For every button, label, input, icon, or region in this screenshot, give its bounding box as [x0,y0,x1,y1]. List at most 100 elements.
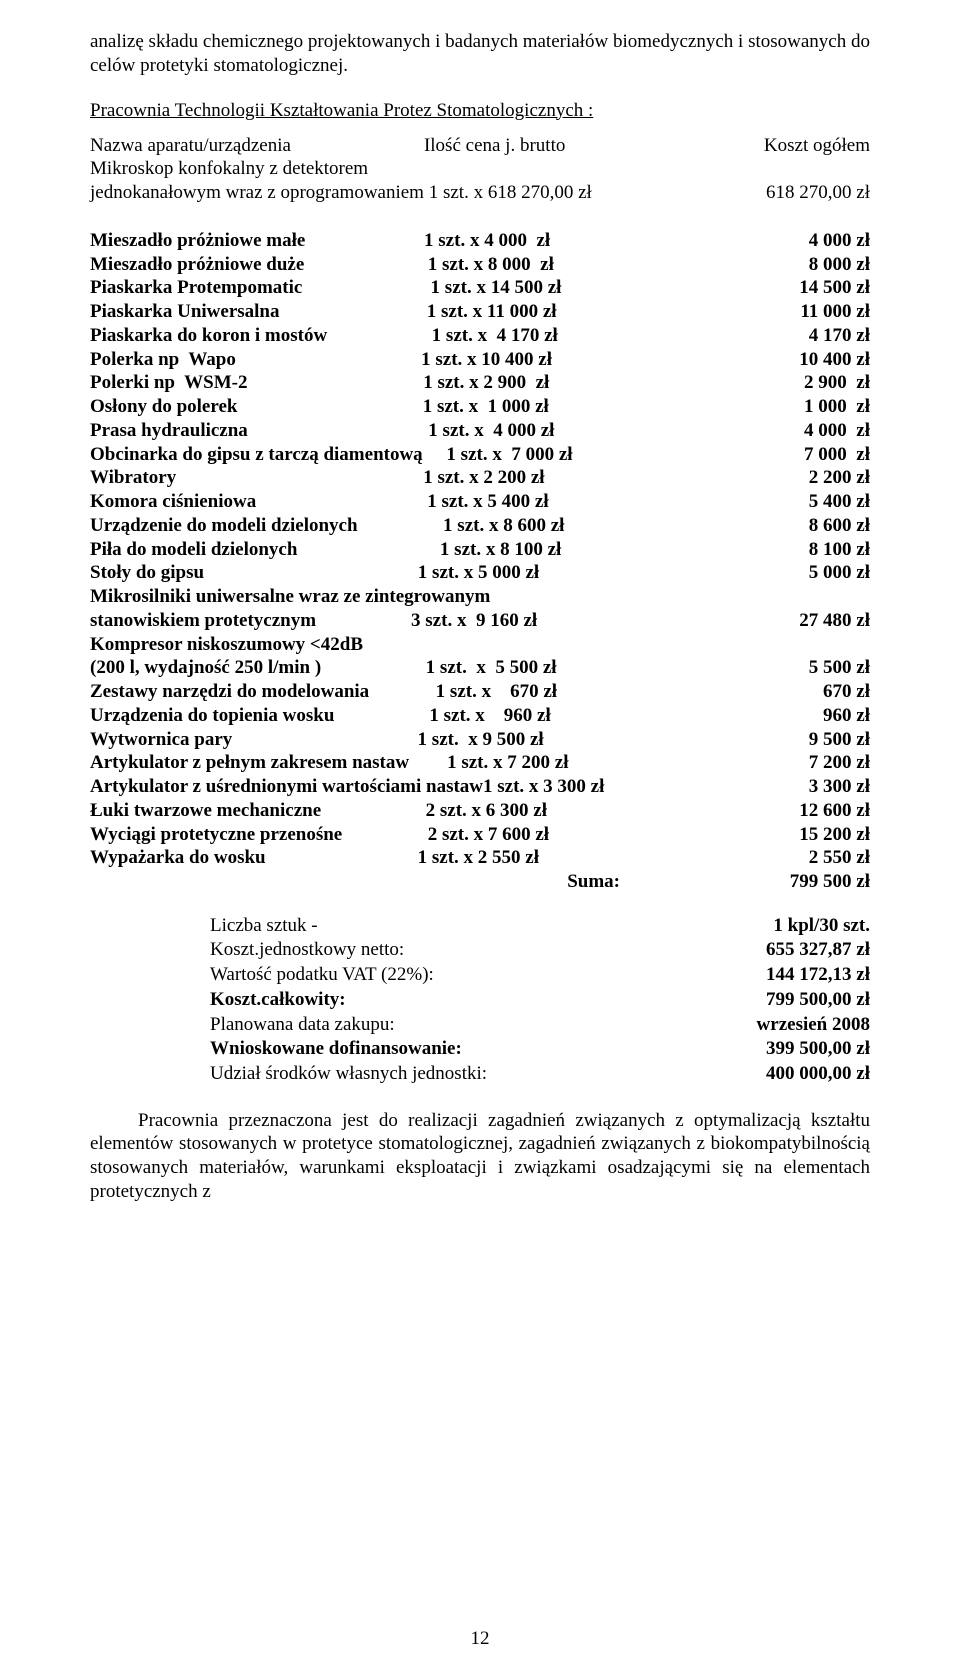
table-cell-left: Prasa hydrauliczna 1 szt. x 4 000 zł [90,419,730,443]
summary-value: 399 500,00 zł [590,1037,870,1062]
summary-value: 144 172,13 zł [590,963,870,988]
table-cell-right: 8 100 zł [730,538,870,562]
table-cell-right: 7 200 zł [730,751,870,775]
table-row: (200 l, wydajność 250 l/min ) 1 szt. x 5… [90,656,870,680]
summary-block: Liczba sztuk -1 kpl/30 szt.Koszt.jednost… [210,914,870,1087]
table-cell-right: 4 000 zł [730,229,870,253]
table-cell-right: 8 600 zł [730,514,870,538]
table-cell-right: 10 400 zł [730,348,870,372]
summary-value: 799 500,00 zł [590,988,870,1013]
table-row: Wypażarka do wosku 1 szt. x 2 550 zł2 55… [90,846,870,870]
summary-label: Planowana data zakupu: [210,1013,590,1038]
table-cell-right [730,205,870,229]
table-row: Mikrosilniki uniwersalne wraz ze zintegr… [90,585,870,609]
table-cell-right: 4 170 zł [730,324,870,348]
table-row: Piaskarka Uniwersalna 1 szt. x 11 000 zł… [90,300,870,324]
table-cell-left: jednokanałowym wraz z oprogramowaniem 1 … [90,181,730,205]
table-cell-right: 960 zł [730,704,870,728]
table-row: Kompresor niskoszumowy <42dB [90,633,870,657]
table-cell-left: Mieszadło próżniowe małe 1 szt. x 4 000 … [90,229,730,253]
table-cell-left: Wypażarka do wosku 1 szt. x 2 550 zł [90,846,730,870]
summary-row: Koszt.całkowity:799 500,00 zł [210,988,870,1013]
table-row: Stoły do gipsu 1 szt. x 5 000 zł5 000 zł [90,561,870,585]
table-cell-right: 5 500 zł [730,656,870,680]
table-cell-right: 9 500 zł [730,728,870,752]
table-cell-left: Mieszadło próżniowe duże 1 szt. x 8 000 … [90,253,730,277]
document-page: analizę składu chemicznego projektowanyc… [0,0,960,1670]
table-row [90,205,870,229]
table-cell-left: Mikrosilniki uniwersalne wraz ze zintegr… [90,585,730,609]
summary-label: Udział środków własnych jednostki: [210,1062,590,1087]
summary-value: 1 kpl/30 szt. [590,914,870,939]
summary-row: Planowana data zakupu:wrzesień 2008 [210,1013,870,1038]
closing-paragraph: Pracownia przeznaczona jest do realizacj… [90,1109,870,1204]
table-row: jednokanałowym wraz z oprogramowaniem 1 … [90,181,870,205]
sum-row: Suma: 799 500 zł [90,870,870,894]
table-cell-left: Osłony do polerek 1 szt. x 1 000 zł [90,395,730,419]
table-cell-left: Łuki twarzowe mechaniczne 2 szt. x 6 300… [90,799,730,823]
table-cell-left: Urządzenia do topienia wosku 1 szt. x 96… [90,704,730,728]
table-cell-left: Obcinarka do gipsu z tarczą diamentową 1… [90,443,730,467]
table-cell-right: 14 500 zł [730,276,870,300]
table-cell-right: 7 000 zł [730,443,870,467]
table-cell-left: Piaskarka Protempomatic 1 szt. x 14 500 … [90,276,730,300]
summary-row: Liczba sztuk -1 kpl/30 szt. [210,914,870,939]
table-cell-right: 1 000 zł [730,395,870,419]
table-cell-right: 27 480 zł [730,609,870,633]
table-cell-right [730,633,870,657]
table-cell-right: 2 200 zł [730,466,870,490]
table-cell-right: 2 900 zł [730,371,870,395]
table-cell-right: 5 000 zł [730,561,870,585]
table-cell-left: Kompresor niskoszumowy <42dB [90,633,730,657]
table-cell-right: 3 300 zł [730,775,870,799]
table-cell-left: Artykulator z uśrednionymi wartościami n… [90,775,730,799]
table-row: Urządzenie do modeli dzielonych 1 szt. x… [90,514,870,538]
table-row: Wyciągi protetyczne przenośne 2 szt. x 7… [90,823,870,847]
table-cell-left [90,205,730,229]
table-cell-left: Artykulator z pełnym zakresem nastaw 1 s… [90,751,730,775]
table-cell-right: 15 200 zł [730,823,870,847]
table-cell-left: Stoły do gipsu 1 szt. x 5 000 zł [90,561,730,585]
table-cell-left: Wibratory 1 szt. x 2 200 zł [90,466,730,490]
table-cell-right: 11 000 zł [730,300,870,324]
table-row: Artykulator z uśrednionymi wartościami n… [90,775,870,799]
summary-label: Koszt.całkowity: [210,988,590,1013]
table-header-row: Nazwa aparatu/urządzenia Ilość cena j. b… [90,134,870,158]
table-row: stanowiskiem protetycznym 3 szt. x 9 160… [90,609,870,633]
summary-label: Liczba sztuk - [210,914,590,939]
summary-value: 400 000,00 zł [590,1062,870,1087]
table-row: Prasa hydrauliczna 1 szt. x 4 000 zł4 00… [90,419,870,443]
table-row: Mieszadło próżniowe małe 1 szt. x 4 000 … [90,229,870,253]
summary-row: Wartość podatku VAT (22%):144 172,13 zł [210,963,870,988]
table-cell-left: Polerka np Wapo 1 szt. x 10 400 zł [90,348,730,372]
table-row: Wytwornica pary 1 szt. x 9 500 zł9 500 z… [90,728,870,752]
section-title: Pracownia Technologii Kształtowania Prot… [90,100,870,122]
table-header-left: Nazwa aparatu/urządzenia Ilość cena j. b… [90,134,730,158]
table-row: Osłony do polerek 1 szt. x 1 000 zł1 000… [90,395,870,419]
summary-label: Wnioskowane dofinansowanie: [210,1037,590,1062]
table-cell-right: 618 270,00 zł [730,181,870,205]
table-cell-right: 4 000 zł [730,419,870,443]
summary-value: wrzesień 2008 [590,1013,870,1038]
table-cell-left: stanowiskiem protetycznym 3 szt. x 9 160… [90,609,730,633]
table-cell-right: 5 400 zł [730,490,870,514]
table-row: Mikroskop konfokalny z detektorem [90,157,870,181]
table-cell-left: Wyciągi protetyczne przenośne 2 szt. x 7… [90,823,730,847]
table-cell-right: 670 zł [730,680,870,704]
table-cell-right [730,157,870,181]
table-row: Komora ciśnieniowa 1 szt. x 5 400 zł5 40… [90,490,870,514]
sum-spacer [90,870,567,894]
table-cell-left: Urządzenie do modeli dzielonych 1 szt. x… [90,514,730,538]
sum-label: Suma: [567,870,730,894]
table-row: Polerki np WSM-2 1 szt. x 2 900 zł2 900 … [90,371,870,395]
table-body: Mikroskop konfokalny z detektoremjednoka… [90,157,870,870]
table-header-right: Koszt ogółem [730,134,870,158]
table-row: Mieszadło próżniowe duże 1 szt. x 8 000 … [90,253,870,277]
table-cell-right [730,585,870,609]
table-row: Łuki twarzowe mechaniczne 2 szt. x 6 300… [90,799,870,823]
table-row: Urządzenia do topienia wosku 1 szt. x 96… [90,704,870,728]
table-row: Polerka np Wapo 1 szt. x 10 400 zł10 400… [90,348,870,372]
table-row: Zestawy narzędzi do modelowania 1 szt. x… [90,680,870,704]
table-cell-left: Piła do modeli dzielonych 1 szt. x 8 100… [90,538,730,562]
table-cell-left: (200 l, wydajność 250 l/min ) 1 szt. x 5… [90,656,730,680]
